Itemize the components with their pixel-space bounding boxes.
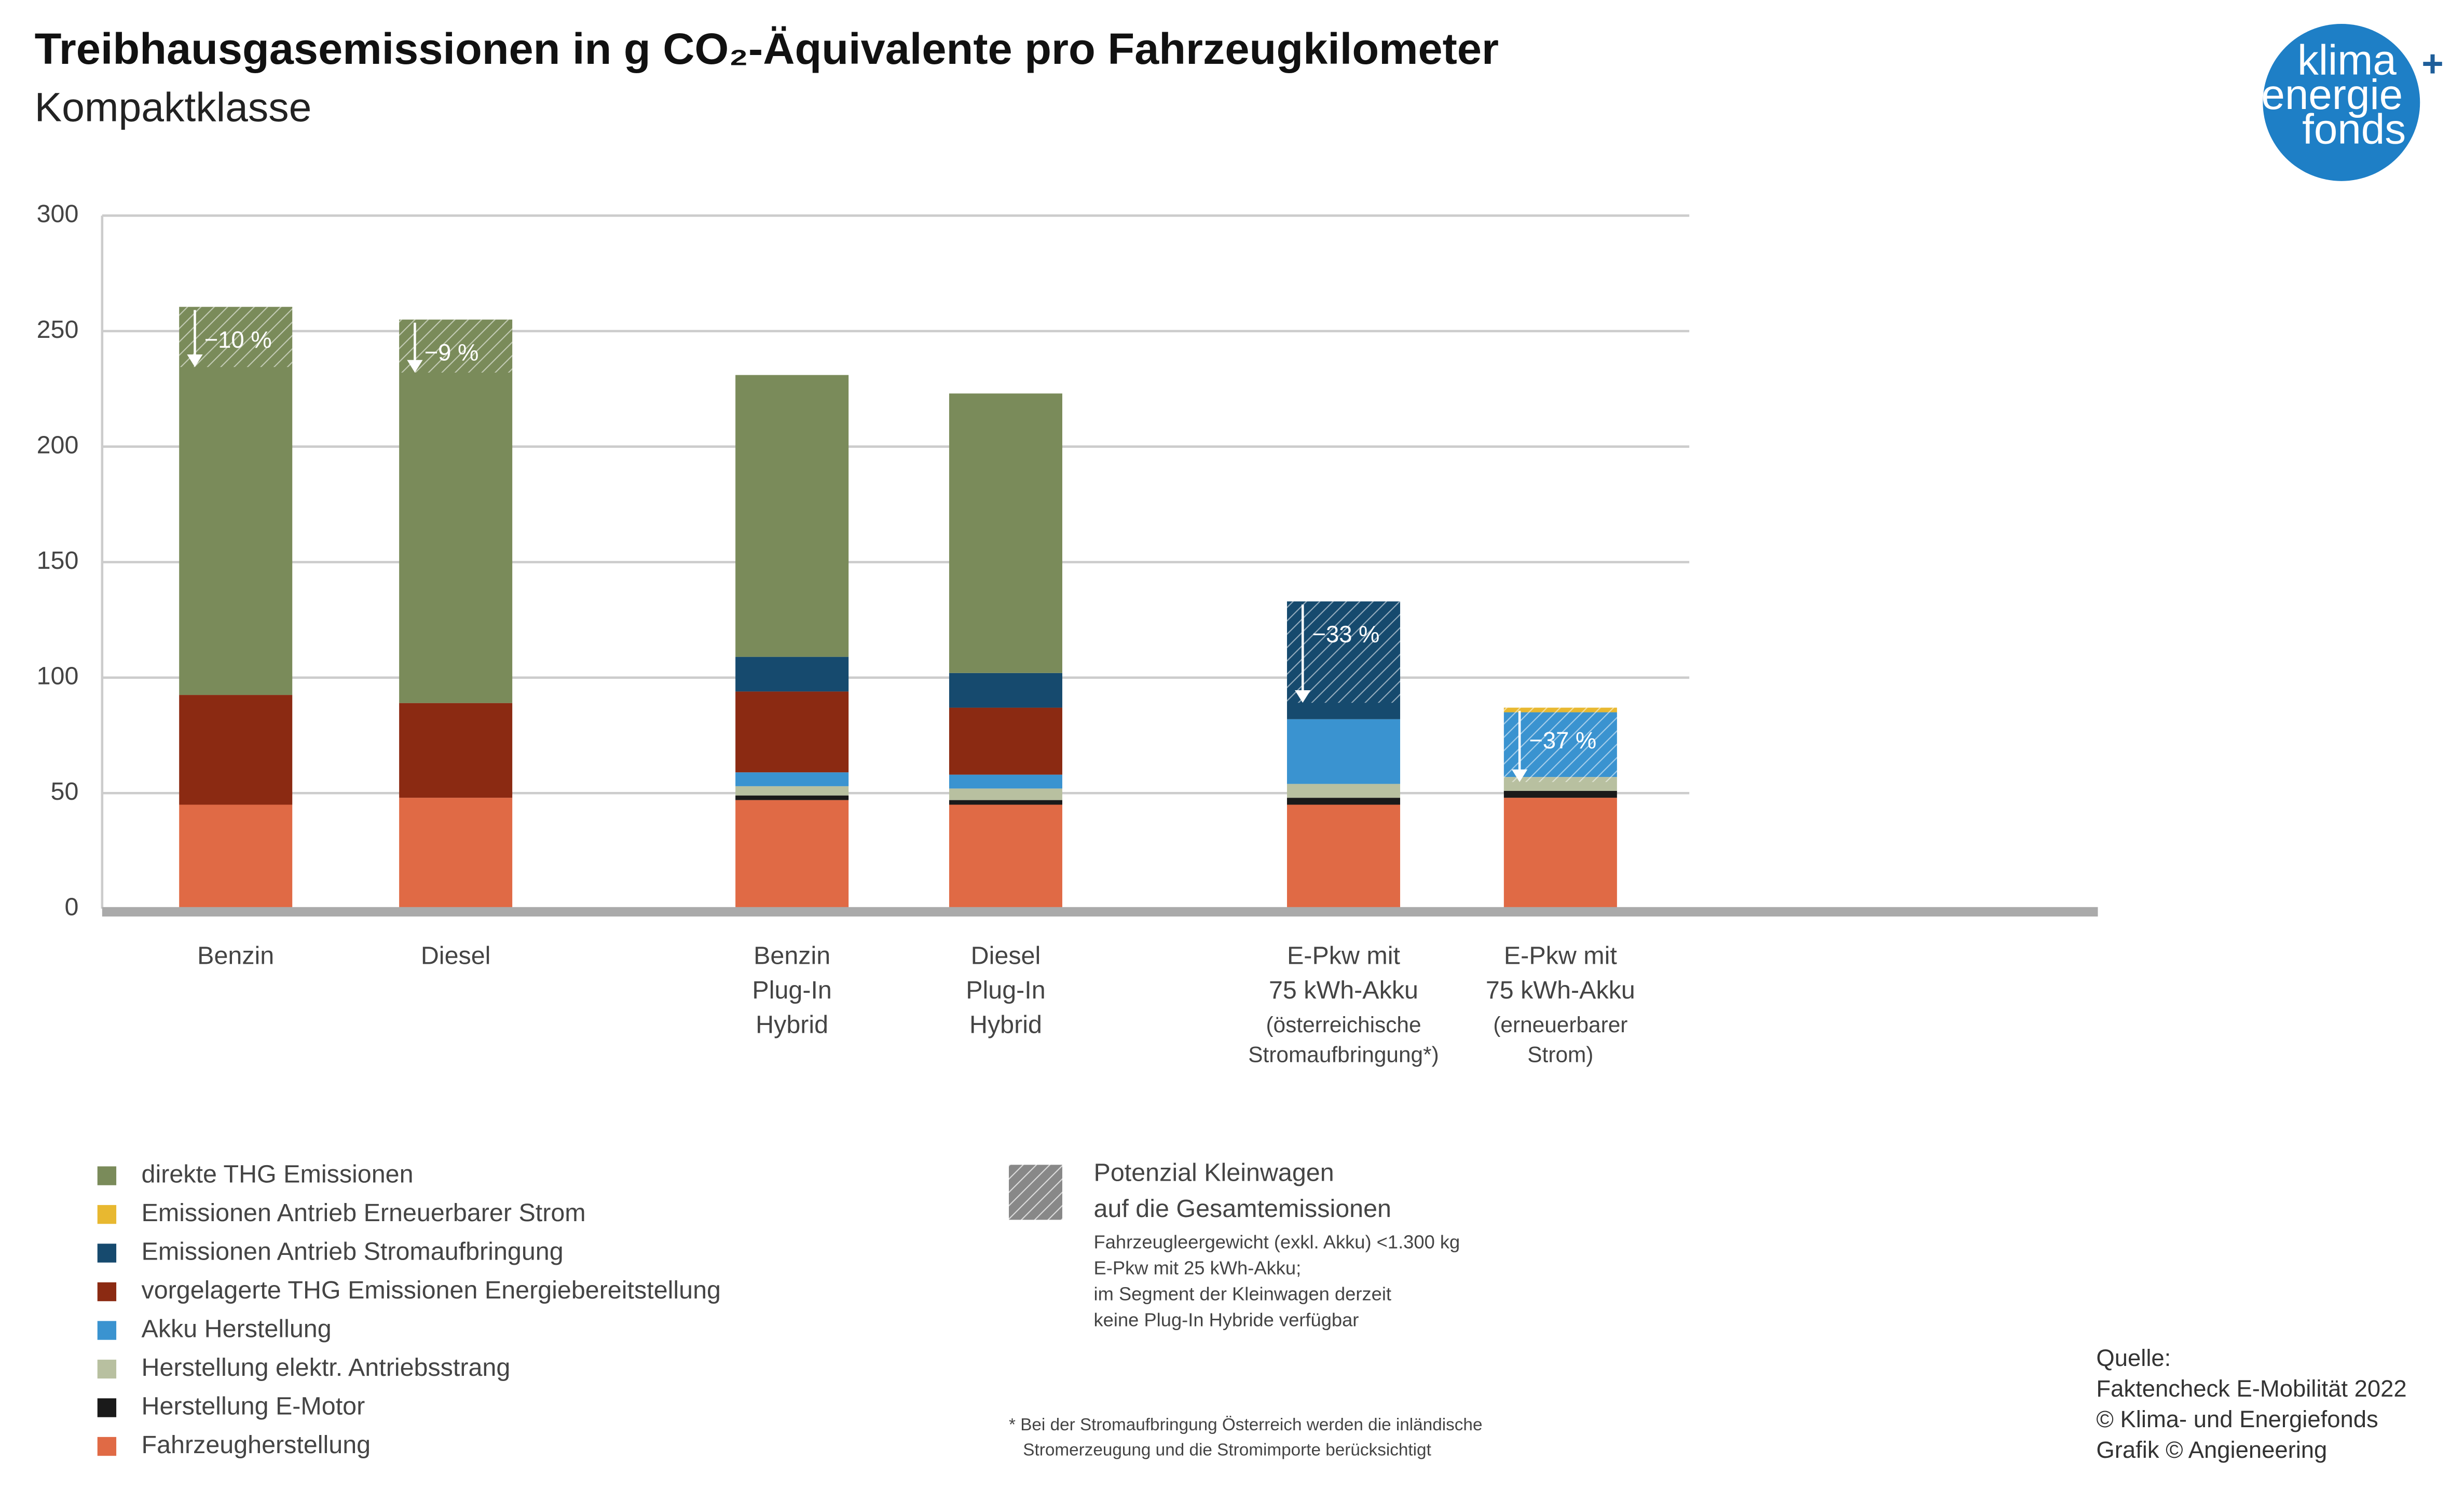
logo-text: klima	[2297, 36, 2397, 84]
bar-segment	[949, 788, 1062, 800]
y-tick-label: 200	[37, 431, 79, 459]
legend-swatch	[97, 1321, 117, 1340]
source: Quelle:	[2096, 1345, 2171, 1371]
legend-label: vorgelagerte THG Emissionen Energieberei…	[142, 1276, 721, 1304]
logo-text: fonds	[2302, 106, 2406, 153]
x-tick-label: Hybrid	[969, 1011, 1042, 1039]
source: © Klima- und Energiefonds	[2096, 1406, 2378, 1432]
source: Grafik © Angieneering	[2096, 1437, 2327, 1463]
x-tick-label: Plug-In	[966, 976, 1045, 1004]
x-tick-label: E-Pkw mit	[1504, 941, 1618, 969]
bar-segment	[735, 795, 849, 800]
bar-segment	[1503, 790, 1617, 798]
reduction-label: −33 %	[1312, 621, 1379, 647]
reduction-arrow-head	[407, 360, 423, 373]
footnote: Stromerzeugung und die Stromimporte berü…	[1023, 1440, 1431, 1459]
x-tick-label: (erneuerbarer	[1493, 1013, 1627, 1037]
reduction-label: −9 %	[425, 339, 479, 365]
bar-segment	[1286, 784, 1401, 798]
x-tick-label: E-Pkw mit	[1287, 941, 1401, 969]
legend-swatch	[97, 1282, 117, 1302]
bar-segment	[1286, 798, 1401, 805]
x-tick-label: 75 kWh-Akku	[1486, 976, 1635, 1004]
footnote: * Bei der Stromaufbringung Österreich we…	[1009, 1415, 1482, 1434]
x-tick-label: Diesel	[971, 941, 1041, 969]
bar-segment	[1286, 804, 1401, 909]
x-axis	[102, 907, 2098, 917]
bar-segment	[735, 800, 849, 909]
legend-label: direkte THG Emissionen	[142, 1160, 414, 1188]
bar-segment	[179, 695, 293, 805]
y-tick-label: 150	[37, 546, 79, 575]
legend-label: Emissionen Antrieb Stromaufbringung	[142, 1237, 564, 1265]
legend-label: Emissionen Antrieb Erneuerbarer Strom	[142, 1199, 586, 1227]
hatch-legend-note: im Segment der Kleinwagen derzeit	[1094, 1283, 1391, 1304]
legend-label: Fahrzeugherstellung	[142, 1431, 371, 1459]
reduction-arrow-head	[187, 354, 203, 367]
x-tick-label: Benzin	[197, 941, 274, 969]
bar-segment	[399, 703, 513, 798]
legend-label: Herstellung elektr. Antriebsstrang	[142, 1353, 511, 1382]
bar-segment	[179, 307, 293, 695]
reduction-hatch	[1286, 601, 1401, 703]
y-tick-label: 250	[37, 316, 79, 344]
legend-swatch	[97, 1398, 117, 1417]
legend-swatch	[97, 1359, 117, 1379]
hatch-legend-label: Potenzial Kleinwagen	[1094, 1158, 1334, 1186]
bar-segment	[949, 707, 1062, 775]
bar-segment	[949, 393, 1062, 673]
reduction-arrow-head	[1295, 690, 1311, 703]
hatch-legend-note: keine Plug-In Hybride verfügbar	[1094, 1309, 1359, 1330]
bar-segment	[399, 798, 513, 909]
legend-label: Akku Herstellung	[142, 1315, 332, 1343]
source: Faktencheck E-Mobilität 2022	[2096, 1375, 2406, 1402]
hatch-legend-note: E-Pkw mit 25 kWh-Akku;	[1094, 1257, 1302, 1278]
legend-swatch	[97, 1243, 117, 1263]
x-tick-label: Hybrid	[756, 1011, 828, 1039]
x-tick-label: (österreichische	[1266, 1013, 1421, 1037]
logo	[2263, 24, 2420, 181]
logo-text: energie	[2261, 71, 2403, 118]
chart-subtitle: Kompaktklasse	[35, 84, 312, 130]
y-tick-label: 100	[37, 662, 79, 690]
legend-hatch-swatch	[1009, 1165, 1062, 1220]
bar-segment	[949, 804, 1062, 909]
reduction-arrow-head	[1511, 769, 1528, 782]
x-tick-label: Plug-In	[752, 976, 831, 1004]
reduction-label: −37 %	[1529, 727, 1596, 754]
chart-title: Treibhausgasemissionen in g CO₂-Äquivale…	[35, 24, 1499, 73]
bar-segment	[949, 800, 1062, 805]
hatch-legend-label: auf die Gesamtemissionen	[1094, 1195, 1391, 1223]
bar-segment	[949, 774, 1062, 789]
legend-label: Herstellung E-Motor	[142, 1392, 365, 1420]
legend-swatch	[97, 1437, 117, 1456]
y-tick-label: 50	[51, 777, 79, 805]
hatch-legend-note: Fahrzeugleergewicht (exkl. Akku) <1.300 …	[1094, 1231, 1460, 1252]
bar-segment	[1503, 798, 1617, 909]
x-tick-label: Diesel	[421, 941, 491, 969]
legend-swatch	[97, 1166, 117, 1185]
bar-segment	[949, 673, 1062, 708]
y-tick-label: 300	[37, 200, 79, 228]
x-tick-label: Stromaufbringung*)	[1248, 1043, 1439, 1067]
bar-segment	[735, 657, 849, 692]
x-tick-label: 75 kWh-Akku	[1269, 976, 1418, 1004]
y-tick-label: 0	[64, 893, 78, 921]
bar-segment	[735, 772, 849, 786]
logo-text: +	[2421, 43, 2443, 85]
bar-segment	[735, 691, 849, 773]
reduction-label: −10 %	[204, 326, 272, 353]
legend-swatch	[97, 1205, 117, 1224]
x-tick-label: Strom)	[1527, 1043, 1593, 1067]
bar-segment	[179, 804, 293, 909]
x-tick-label: Benzin	[754, 941, 830, 969]
bar-segment	[1286, 719, 1401, 784]
bar-segment	[735, 786, 849, 796]
bar-segment	[735, 375, 849, 657]
bar-segment	[399, 319, 513, 703]
